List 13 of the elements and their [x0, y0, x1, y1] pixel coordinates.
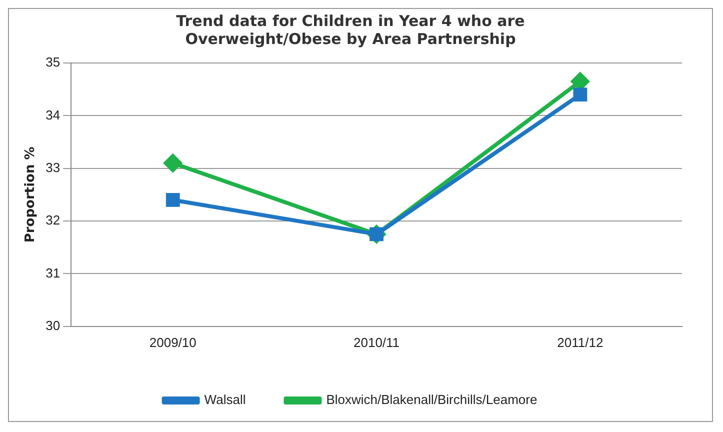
y-tick-label: 32	[46, 212, 60, 228]
y-tick-label: 35	[46, 54, 60, 70]
y-tick-label: 30	[46, 318, 60, 333]
x-tick-label: 2011/12	[557, 334, 604, 350]
legend-label: Bloxwich/Blakenall/Birchills/Leamore	[326, 392, 538, 408]
legend-label: Walsall	[204, 392, 246, 408]
y-tick-label: 34	[46, 107, 60, 122]
x-tick-label: 2009/10	[149, 334, 196, 350]
y-axis-title: Proportion %	[23, 146, 38, 243]
y-tick-label: 33	[46, 160, 60, 175]
chart-title: Trend data for Children in Year 4 who are Overweight/Obese by Area Partnership	[176, 12, 525, 48]
y-tick-label: 31	[46, 265, 60, 280]
x-tick-label: 2010/11	[354, 334, 400, 350]
